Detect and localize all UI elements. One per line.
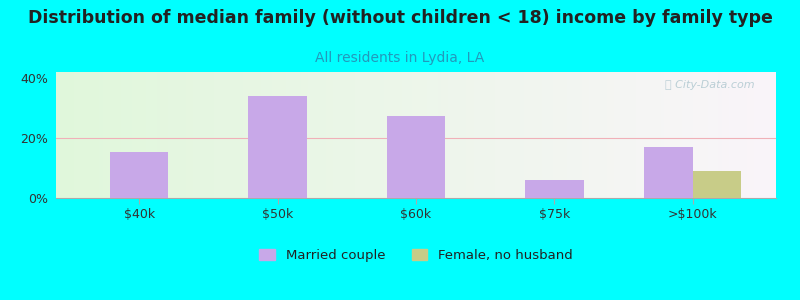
Text: Distribution of median family (without children < 18) income by family type: Distribution of median family (without c… — [27, 9, 773, 27]
Bar — [693, 171, 742, 198]
Bar — [110, 152, 168, 198]
Text: ⓘ City-Data.com: ⓘ City-Data.com — [665, 80, 754, 90]
Legend: Married couple, Female, no husband: Married couple, Female, no husband — [254, 243, 578, 267]
Bar — [387, 116, 445, 198]
Text: All residents in Lydia, LA: All residents in Lydia, LA — [315, 51, 485, 65]
Bar — [526, 180, 583, 198]
Bar — [249, 96, 306, 198]
Bar — [645, 147, 693, 198]
